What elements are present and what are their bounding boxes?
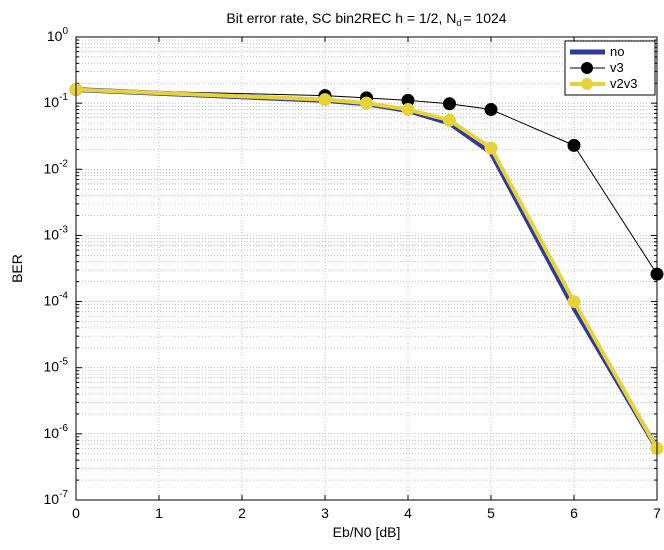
- grid: [76, 37, 657, 500]
- legend-label-v2v3: v2v3: [610, 76, 637, 91]
- y-tick-label-base: 10: [44, 160, 60, 176]
- x-tick-label: 7: [653, 505, 661, 521]
- y-tick-label-exponent: -3: [59, 224, 68, 235]
- chart-title-subscript: d: [456, 18, 461, 28]
- series-line-v3: [75, 89, 658, 275]
- y-tick-label: 10-7: [44, 489, 69, 507]
- plot-frame: [75, 36, 658, 501]
- legend-label-v3: v3: [610, 60, 624, 75]
- chart-title-main: Bit error rate, SC bin2REC h = 1/2, N: [226, 10, 456, 26]
- data-point-v2v3: [443, 113, 456, 127]
- y-tick-label: 10-3: [44, 224, 69, 242]
- legend-marker-v3: [581, 62, 593, 74]
- y-tick-label-base: 10: [44, 293, 60, 309]
- data-point-v2v3: [401, 103, 415, 117]
- y-tick-label-exponent: -1: [59, 92, 68, 103]
- y-tick-label-base: 10: [44, 425, 60, 441]
- x-tick-label: 2: [238, 505, 246, 521]
- series-layer: [69, 83, 664, 456]
- data-point-v3: [484, 103, 498, 117]
- x-tick-label: 6: [570, 505, 578, 521]
- y-tick-label-base: 10: [44, 226, 60, 242]
- y-tick-label-exponent: -2: [59, 158, 68, 169]
- y-tick-label-exponent: 0: [62, 26, 68, 37]
- x-tick-label: 5: [487, 505, 495, 521]
- y-tick-label-exponent: -4: [59, 291, 68, 302]
- data-point-v2v3: [318, 93, 332, 107]
- data-point-v2v3: [567, 295, 581, 309]
- x-tick-label: 0: [72, 505, 80, 521]
- y-tick-label: 10-6: [44, 423, 69, 441]
- legend-marker-v2v3: [581, 78, 593, 90]
- y-tick-label: 10-4: [44, 291, 69, 309]
- legend-label-no: no: [610, 44, 624, 59]
- y-tick-label: 100: [47, 26, 69, 44]
- series-line-v2v3: [74, 87, 659, 451]
- data-point-v3: [443, 97, 456, 111]
- x-axis-label: Eb/N0 [dB]: [333, 524, 401, 540]
- y-tick-label-base: 10: [44, 94, 60, 110]
- chart-title: Bit error rate, SC bin2REC h = 1/2, Nd = …: [226, 10, 506, 28]
- y-tick-label: 10-2: [44, 158, 69, 176]
- data-point-v2v3: [484, 141, 498, 155]
- y-axis-label: BER: [9, 254, 25, 283]
- chart-title-suffix: = 1024: [463, 10, 506, 26]
- y-tick-label-exponent: -5: [59, 357, 68, 368]
- data-point-v2v3: [360, 96, 373, 110]
- y-tick-label: 10-1: [44, 92, 69, 110]
- x-tick-label: 4: [404, 505, 412, 521]
- y-tick-label-base: 10: [44, 359, 60, 375]
- y-tick-label-exponent: -7: [59, 489, 68, 500]
- x-tick-label: 1: [155, 505, 163, 521]
- y-tick-label: 10-5: [44, 357, 69, 375]
- y-tick-label-base: 10: [44, 491, 60, 507]
- x-tick-label: 3: [321, 505, 329, 521]
- data-point-v3: [567, 138, 581, 152]
- y-tick-label-base: 10: [47, 28, 63, 44]
- y-tick-label-exponent: -6: [59, 423, 68, 434]
